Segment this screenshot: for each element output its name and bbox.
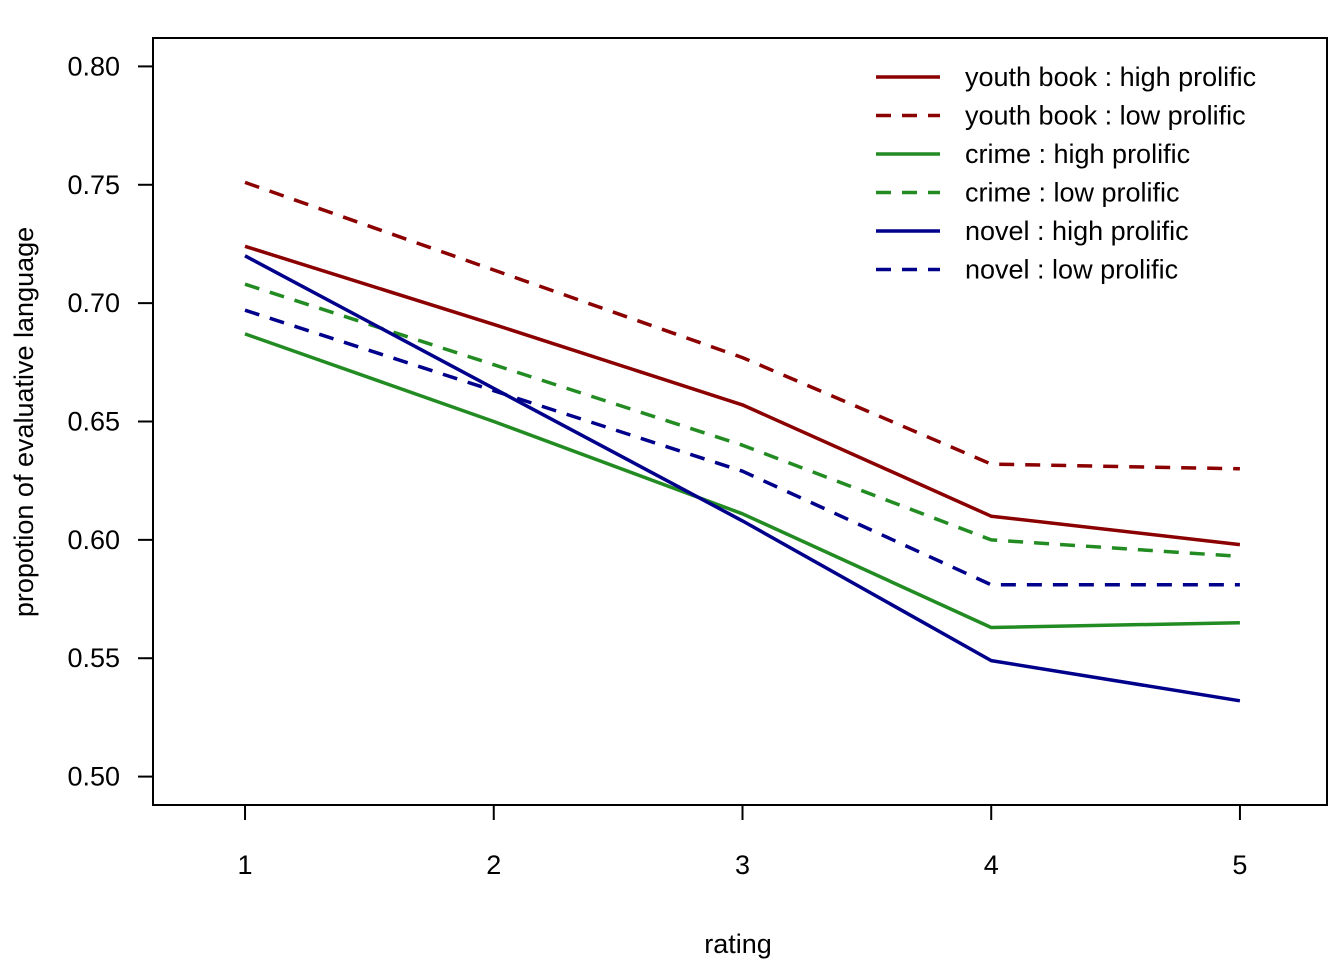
x-tick-label: 2 <box>486 850 501 880</box>
series-line-5 <box>244 254 1241 703</box>
series-line-4 <box>244 282 1241 559</box>
legend-label: crime : low prolific <box>965 178 1180 208</box>
x-tick-label: 1 <box>238 850 253 880</box>
series-line-6 <box>244 308 1240 587</box>
y-tick-label: 0.60 <box>67 525 120 555</box>
y-tick-label: 0.65 <box>67 407 120 437</box>
series-lines <box>244 180 1241 703</box>
series-line-2 <box>244 180 1240 471</box>
legend-label: crime : high prolific <box>965 139 1190 169</box>
legend-label: novel : low prolific <box>965 255 1178 285</box>
y-tick-label: 0.55 <box>67 643 120 673</box>
legend: youth book : high prolific youth book : l… <box>876 62 1256 285</box>
y-tick-label: 0.80 <box>67 51 120 81</box>
y-tick-label: 0.70 <box>67 288 120 318</box>
series-line-3 <box>244 332 1240 630</box>
legend-label: youth book : high prolific <box>965 62 1256 92</box>
x-tick-label: 3 <box>735 850 750 880</box>
y-axis-title: propotion of evaluative language <box>9 227 39 617</box>
y-tick-label: 0.75 <box>67 170 120 200</box>
x-tick-label: 5 <box>1232 850 1247 880</box>
y-tick-label: 0.50 <box>67 762 120 792</box>
axes: 0.50 0.55 0.60 0.65 0.70 0.75 0.80 1 2 3 4 5 <box>67 37 1328 880</box>
x-tick-label: 4 <box>984 850 999 880</box>
legend-label: novel : high prolific <box>965 216 1189 246</box>
series-line-1 <box>244 244 1241 547</box>
x-axis-title: rating <box>704 929 772 959</box>
legend-label: youth book : low prolific <box>965 101 1246 131</box>
